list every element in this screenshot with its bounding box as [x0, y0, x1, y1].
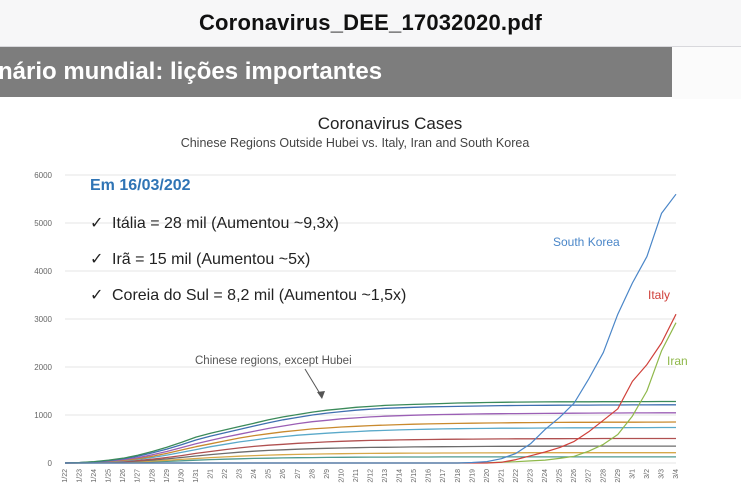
pdf-page[interactable]: nário mundial: lições importantes Corona… — [0, 47, 741, 486]
x-tick-label: 2/4 — [251, 469, 258, 479]
checkmark-icon: ✓ — [90, 287, 104, 304]
series-line-region — [64, 421, 677, 464]
chart-title: Coronavirus Cases — [318, 114, 463, 133]
x-tick-label: 2/26 — [571, 469, 578, 483]
x-tick-label: 2/20 — [484, 469, 491, 483]
slide-banner: nário mundial: lições importantes — [0, 47, 672, 97]
x-tick-label: 2/2 — [222, 469, 229, 479]
x-tick-label: 2/17 — [440, 469, 447, 483]
x-tick-label: 1/23 — [77, 469, 84, 483]
x-tick-label: 2/10 — [338, 469, 345, 483]
x-tick-label: 2/29 — [615, 469, 622, 483]
x-tick-label: 3/1 — [629, 469, 636, 479]
annotation-label: Chinese regions, except Hubei — [195, 355, 352, 367]
y-tick-label: 5000 — [34, 219, 52, 228]
checkmark-icon: ✓ — [90, 251, 104, 268]
series-line-region — [64, 426, 676, 464]
x-tick-label: 3/2 — [644, 469, 651, 479]
x-tick-label: 1/26 — [120, 469, 127, 483]
x-tick-label: 1/24 — [91, 469, 98, 483]
series-label: Italy — [648, 288, 670, 302]
notes-heading: Em 16/03/202 — [90, 177, 191, 194]
x-tick-label: 2/28 — [600, 469, 607, 483]
note-text: Coreia do Sul = 8,2 mil (Aumentou ~1,5x) — [112, 287, 407, 304]
x-tick-label: 1/27 — [135, 469, 142, 483]
page-margin — [672, 47, 741, 99]
x-tick-label: 2/13 — [382, 469, 389, 483]
note-item: ✓ Irã = 15 mil (Aumentou ~5x) — [90, 249, 310, 269]
x-tick-label: 3/3 — [658, 469, 665, 479]
series-line-south-korea — [65, 193, 677, 464]
series-line-region — [64, 412, 676, 464]
annotation-arrow-head — [317, 391, 325, 399]
y-tick-label: 1000 — [34, 411, 52, 420]
x-tick-label: 2/14 — [397, 469, 404, 483]
y-tick-label: 3000 — [34, 315, 52, 324]
y-tick-label: 4000 — [34, 267, 52, 276]
x-tick-label: 2/16 — [426, 469, 433, 483]
series-line-iran — [65, 322, 677, 464]
x-tick-label: 1/28 — [149, 469, 156, 483]
document-title: Coronavirus_DEE_17032020.pdf — [198, 10, 543, 35]
x-tick-label: 1/25 — [106, 469, 113, 483]
y-tick-label: 6000 — [34, 171, 52, 180]
x-tick-label: 2/24 — [542, 469, 549, 483]
x-tick-label: 2/7 — [295, 469, 302, 479]
x-tick-label: 2/12 — [368, 469, 375, 483]
x-tick-label: 2/9 — [324, 469, 331, 479]
x-tick-label: 2/6 — [280, 469, 287, 479]
x-tick-label: 2/27 — [586, 469, 593, 483]
checkmark-icon: ✓ — [90, 215, 104, 232]
series-line-region — [64, 404, 676, 464]
x-tick-label: 2/25 — [557, 469, 564, 483]
x-tick-label: 2/21 — [498, 469, 505, 483]
note-item: ✓ Itália = 28 mil (Aumentou ~9,3x) — [90, 213, 339, 233]
x-tick-label: 2/3 — [237, 469, 244, 479]
y-tick-label: 0 — [48, 459, 53, 468]
x-tick-label: 2/15 — [411, 469, 418, 483]
series-label: Iran — [667, 354, 688, 368]
slide-title: nário mundial: lições importantes — [0, 58, 383, 85]
note-text: Irã = 15 mil (Aumentou ~5x) — [112, 251, 311, 268]
series-line-region — [64, 437, 676, 464]
cases-chart: Coronavirus Cases Chinese Regions Outsid… — [34, 114, 688, 483]
x-tick-label: 2/1 — [207, 469, 214, 479]
series-line-region — [64, 445, 676, 464]
series-label: South Korea — [553, 235, 620, 249]
y-tick-label: 2000 — [34, 363, 52, 372]
note-text: Itália = 28 mil (Aumentou ~9,3x) — [112, 215, 339, 232]
window-titlebar: Coronavirus_DEE_17032020.pdf — [0, 0, 741, 47]
chart-subtitle: Chinese Regions Outside Hubei vs. Italy,… — [181, 136, 530, 150]
x-tick-label: 1/29 — [164, 469, 171, 483]
x-tick-label: 1/30 — [178, 469, 185, 483]
series-line-region — [65, 452, 676, 464]
x-tick-label: 2/22 — [513, 469, 520, 483]
x-tick-label: 2/8 — [309, 469, 316, 479]
x-tick-label: 2/19 — [469, 469, 476, 483]
x-tick-label: 3/4 — [673, 469, 680, 479]
x-tick-label: 1/31 — [193, 469, 200, 483]
note-item: ✓ Coreia do Sul = 8,2 mil (Aumentou ~1,5x… — [90, 285, 406, 305]
x-tick-label: 2/11 — [353, 469, 360, 482]
series-line-region — [64, 400, 676, 464]
x-tick-label: 2/23 — [528, 469, 535, 483]
x-tick-label: 2/18 — [455, 469, 462, 483]
x-tick-label: 1/22 — [62, 469, 69, 483]
x-tick-label: 2/5 — [266, 469, 273, 479]
